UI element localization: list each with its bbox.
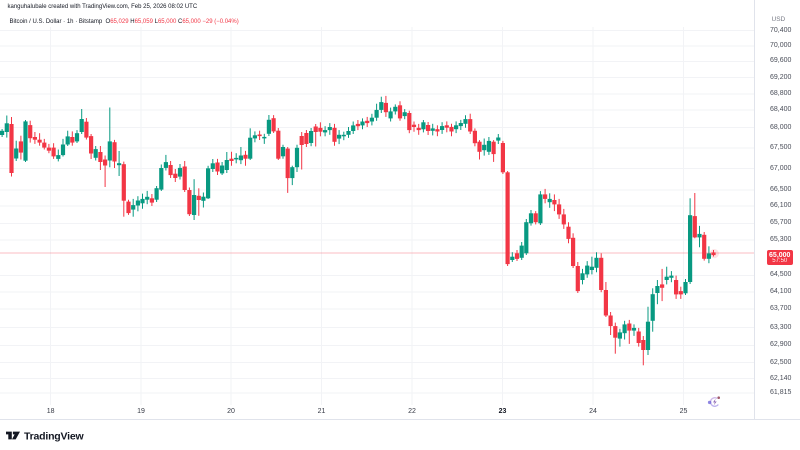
svg-text:TradingView: TradingView bbox=[24, 431, 84, 443]
